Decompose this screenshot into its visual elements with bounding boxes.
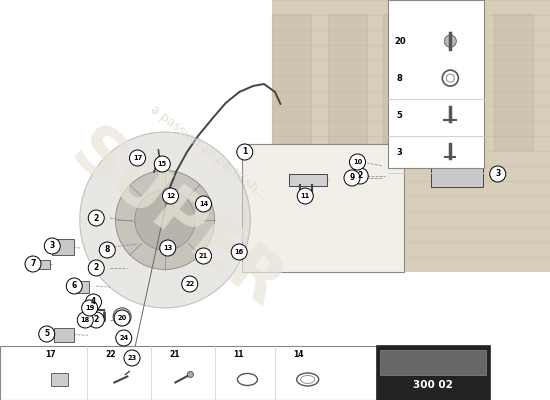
Circle shape [236,144,253,160]
Text: 10: 10 [353,159,362,165]
Circle shape [344,170,360,186]
Text: 16: 16 [235,249,244,255]
Circle shape [135,190,195,250]
Circle shape [99,242,116,258]
Circle shape [25,256,41,272]
Circle shape [114,310,130,326]
Circle shape [160,240,176,256]
Text: 13: 13 [163,245,172,251]
Circle shape [116,170,214,270]
FancyBboxPatch shape [71,281,89,293]
Text: 24: 24 [119,335,128,341]
Text: 2: 2 [94,264,99,272]
Circle shape [129,352,137,360]
FancyBboxPatch shape [52,239,74,255]
Text: 8: 8 [397,74,403,83]
Text: 23: 23 [128,355,136,361]
FancyBboxPatch shape [272,0,550,272]
Text: SUPER: SUPER [58,118,294,322]
Text: 5: 5 [44,330,50,338]
Circle shape [113,308,131,326]
Circle shape [88,210,104,226]
Circle shape [352,168,368,184]
Text: 14: 14 [294,350,304,359]
Text: 2: 2 [358,172,363,180]
Text: 20: 20 [118,315,127,321]
Text: 3: 3 [397,148,403,156]
Circle shape [162,188,179,204]
Circle shape [88,312,104,328]
Text: 3: 3 [495,170,500,178]
Circle shape [124,350,140,366]
Circle shape [39,326,55,342]
Circle shape [85,294,102,310]
FancyBboxPatch shape [443,145,470,161]
Text: 22: 22 [185,281,194,287]
Circle shape [195,248,212,264]
Text: 300 02: 300 02 [413,380,453,390]
FancyBboxPatch shape [289,174,327,186]
Text: a passion all parts sh...: a passion all parts sh... [148,102,270,202]
Text: 2: 2 [94,316,99,324]
Text: 21: 21 [169,350,180,359]
Text: 17: 17 [133,155,142,161]
Circle shape [490,166,506,182]
FancyBboxPatch shape [380,350,486,375]
FancyBboxPatch shape [377,346,490,400]
Circle shape [44,238,60,254]
Text: 7: 7 [30,260,36,268]
Circle shape [195,196,212,212]
Text: 11: 11 [233,350,244,359]
Text: 21: 21 [199,253,208,259]
Text: 9: 9 [349,174,355,182]
FancyBboxPatch shape [242,144,404,272]
Circle shape [231,244,248,260]
FancyBboxPatch shape [0,346,377,400]
Circle shape [77,312,94,328]
Circle shape [81,300,98,316]
Ellipse shape [80,132,250,308]
Text: 20: 20 [394,37,405,46]
FancyBboxPatch shape [54,328,74,342]
Circle shape [188,372,194,378]
Text: 1: 1 [242,148,248,156]
Text: 12: 12 [166,193,175,199]
Text: 22: 22 [105,350,115,359]
Text: 4: 4 [91,298,96,306]
Text: 5: 5 [397,110,403,120]
Text: 11: 11 [301,193,310,199]
Circle shape [349,154,366,170]
Text: 8: 8 [104,246,110,254]
FancyBboxPatch shape [51,373,68,386]
Text: 14: 14 [199,201,208,207]
FancyBboxPatch shape [35,260,50,268]
Text: 17: 17 [45,350,56,359]
Circle shape [297,188,313,204]
FancyBboxPatch shape [388,0,484,168]
Text: 15: 15 [158,161,167,167]
FancyBboxPatch shape [431,157,482,187]
Text: 3: 3 [50,242,55,250]
Circle shape [88,260,104,276]
Text: 2: 2 [94,214,99,222]
Circle shape [116,330,132,346]
Circle shape [444,35,456,47]
Text: 19: 19 [85,305,94,311]
Circle shape [66,278,82,294]
Circle shape [154,156,170,172]
Circle shape [129,150,146,166]
Circle shape [182,276,198,292]
Text: 6: 6 [72,282,77,290]
Text: 18: 18 [81,317,90,323]
